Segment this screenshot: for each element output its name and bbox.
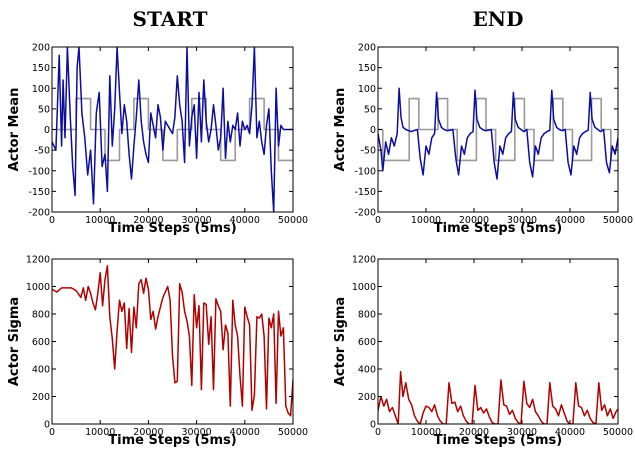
y-tick-label: 400 [32,365,50,376]
y-tick-label: 50 [364,104,376,115]
y-tick-label: 100 [358,84,376,95]
y-tick-label: 1200 [26,255,50,266]
x-tick-label: 10000 [85,215,115,226]
chart-panel-start-sigma: 0 10000 20000 30000 40000 50000 0 200 400 600 800 1… [7,255,308,449]
x-tick-label: 0 [49,215,55,226]
series-line-start-mean-1 [52,47,293,212]
y-tick-label: 800 [358,310,376,321]
y-axis-label: Actor Sigma [333,297,348,386]
series-line-end-sigma-0 [378,371,618,424]
series-line-end-mean-0 [378,97,618,162]
x-tick-label: 20000 [133,215,163,226]
x-tick-label: 10000 [85,427,115,438]
y-tick-label: -200 [28,208,50,219]
x-tick-label: 20000 [133,427,163,438]
x-tick-label: 40000 [555,215,585,226]
chart-panel-start-mean: 0 10000 20000 30000 40000 50000 -200 -150 -100 -5… [7,43,308,237]
x-axis-label: Time Steps (5ms) [108,433,236,448]
x-tick-label: 10000 [411,215,441,226]
column-title-start: START [133,7,208,31]
y-tick-label: 200 [32,43,50,54]
y-tick-label: 150 [32,63,50,74]
y-tick-label: 150 [358,63,376,74]
plot-frame [377,258,619,425]
y-tick-label: 0 [370,420,376,431]
series-line-end-mean-1 [378,87,618,180]
x-tick-label: 40000 [230,215,260,226]
x-tick-label: 40000 [555,427,585,438]
y-tick-label: 400 [358,365,376,376]
x-tick-label: 50000 [278,427,308,438]
x-tick-label: 40000 [230,427,260,438]
y-tick-label: -50 [360,146,376,157]
y-tick-label: 800 [32,310,50,321]
x-tick-label: 0 [375,427,381,438]
x-tick-label: 30000 [181,427,211,438]
x-tick-label: 20000 [459,215,489,226]
y-tick-label: 600 [358,337,376,348]
y-tick-label: -100 [354,166,376,177]
x-axis-label: Time Steps (5ms) [434,433,562,448]
y-axis-label: Actor Mean [333,88,348,172]
x-tick-label: 50000 [603,427,633,438]
x-tick-label: 0 [49,427,55,438]
chart-panel-end-sigma: 0 10000 20000 30000 40000 50000 0 200 400 600 800 1… [333,255,633,449]
x-axis-label: Time Steps (5ms) [108,221,236,236]
x-tick-label: 30000 [507,427,537,438]
y-tick-label: 50 [38,104,50,115]
y-tick-label: 200 [358,392,376,403]
y-tick-label: 0 [370,125,376,136]
y-tick-label: 200 [358,43,376,54]
x-tick-label: 50000 [603,215,633,226]
x-tick-label: 50000 [278,215,308,226]
series-line-start-sigma-0 [52,265,293,417]
y-tick-label: -200 [354,208,376,219]
column-title-end: END [473,7,524,31]
x-tick-label: 0 [375,215,381,226]
x-tick-label: 30000 [507,215,537,226]
y-tick-label: 200 [32,392,50,403]
y-axis-label: Actor Sigma [7,297,22,386]
y-tick-label: 600 [32,337,50,348]
y-tick-label: -100 [28,166,50,177]
y-axis-label: Actor Mean [7,88,22,172]
y-tick-label: -150 [28,187,50,198]
y-tick-label: 1200 [352,255,376,266]
y-tick-label: 1000 [26,282,50,293]
y-tick-label: 0 [44,420,50,431]
x-tick-label: 30000 [181,215,211,226]
x-tick-label: 10000 [411,427,441,438]
y-tick-label: -50 [34,146,50,157]
y-tick-label: 0 [44,125,50,136]
chart-panel-end-mean: 0 10000 20000 30000 40000 50000 -200 -150 -100 -5… [333,43,633,237]
y-tick-label: 100 [32,84,50,95]
plot-frame [377,46,619,213]
x-tick-label: 20000 [459,427,489,438]
x-axis-label: Time Steps (5ms) [434,221,562,236]
y-tick-label: 1000 [352,282,376,293]
y-tick-label: -150 [354,187,376,198]
